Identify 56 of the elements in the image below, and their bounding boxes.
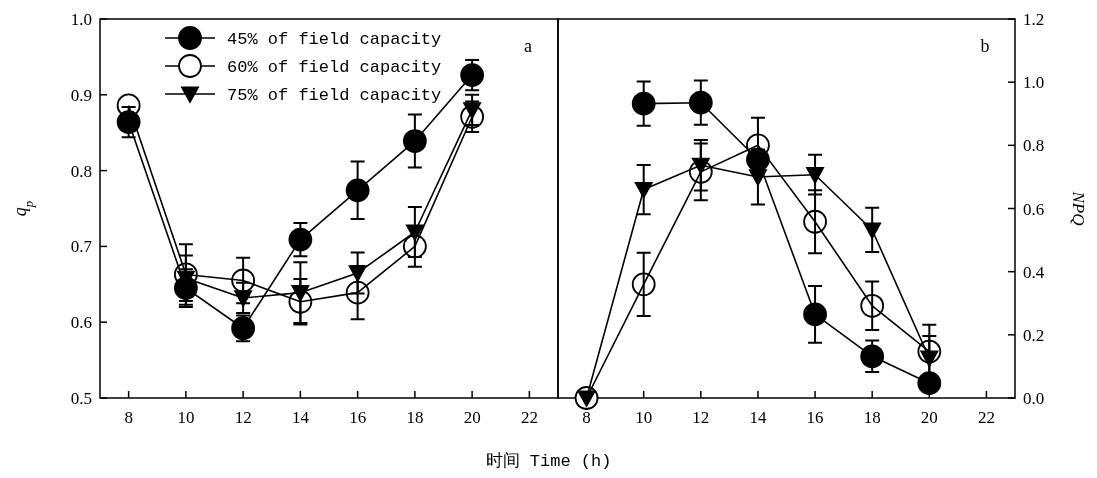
annotation: b [980,36,990,56]
point [345,178,370,203]
point [348,265,367,283]
y2-tick-label: 0.4 [1023,262,1045,282]
annotation: a [524,36,532,56]
point [863,222,882,240]
point [860,344,885,369]
x-tick-label: 12 [234,408,252,427]
y2-axis-title: NPQ [1069,190,1088,226]
x-tick-label: 18 [406,408,424,427]
x-tick-label: 10 [177,408,195,427]
x-tick-label: 18 [863,408,881,427]
point [405,224,424,242]
y-tick-label: 0.5 [70,389,92,408]
point [460,63,485,87]
x-tick-label: 14 [749,408,767,427]
x-tick-label: 10 [635,408,653,427]
x-tick-label: 22 [520,408,538,427]
legend-label: 60% of field capacity [227,58,442,77]
y2-tick-label: 1.2 [1023,10,1045,29]
point [234,290,253,308]
point [746,147,770,172]
point [917,371,942,396]
legend-label: 75% of field capacity [227,86,442,105]
point [288,227,313,252]
x-tick-label: 22 [977,408,995,427]
legend-label: 45% of field capacity [227,30,442,49]
y2-tick-label: 1.0 [1023,73,1045,93]
y-tick-label: 0.7 [70,237,93,257]
y-tick-label: 0.8 [70,161,92,181]
x-tick-label: 20 [463,408,481,427]
point [231,316,256,341]
point [803,302,827,327]
x-tick-label: 8 [124,408,133,427]
y2-tick-label: 0.2 [1023,325,1045,345]
y-tick-label: 0.6 [70,313,92,333]
point [402,129,427,153]
point [688,90,713,115]
x-tick-label: 16 [349,408,367,427]
point [631,91,656,116]
point [748,169,768,187]
x-tick-label: 14 [291,408,310,427]
x-tick-label: 8 [582,408,591,427]
point [634,181,653,199]
y2-tick-label: 0.8 [1023,136,1045,156]
point [805,167,825,184]
y2-tick-label: 0.0 [1023,389,1045,408]
x-tick-label: 16 [806,408,824,427]
x-tick-label: 20 [920,408,938,427]
y-tick-label: 0.9 [70,85,92,105]
y2-tick-label: 0.6 [1023,199,1045,219]
point [116,110,141,134]
y-tick-label: 1.0 [70,10,92,29]
point [173,276,198,300]
x-axis-title: 时间 Time (h) [485,452,612,471]
x-tick-label: 12 [692,408,710,427]
